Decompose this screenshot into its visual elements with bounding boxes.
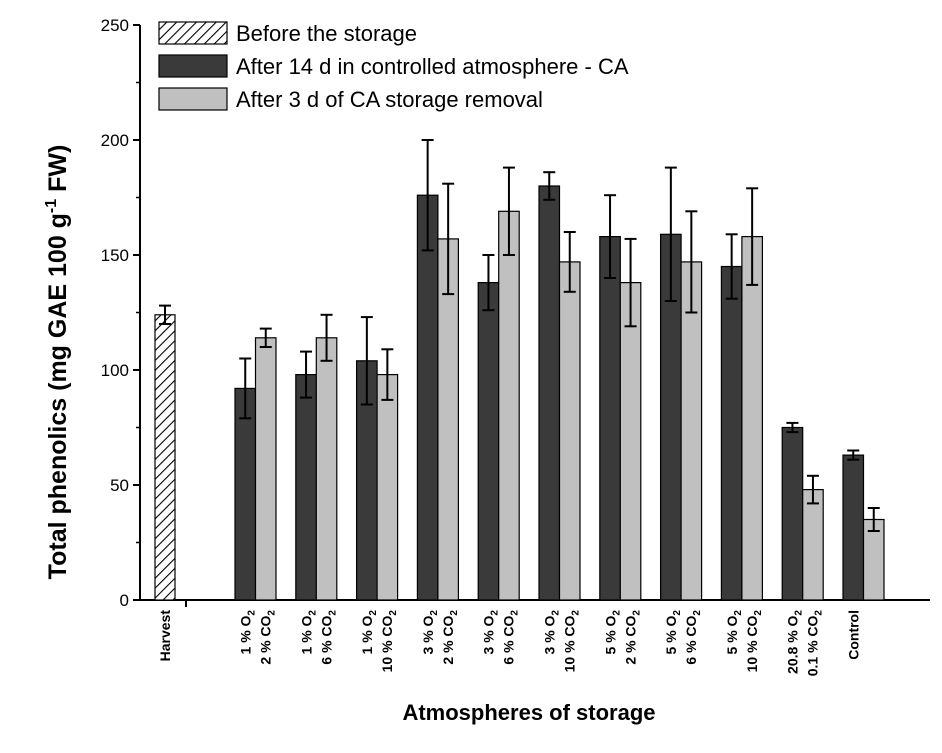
error-bar: [543, 171, 556, 201]
bar: [802, 489, 824, 601]
x-tick-label: 10 % CO2: [744, 610, 764, 673]
y-axis-title: Total phenolics (mg GAE 100 g-1 FW): [43, 145, 72, 580]
x-tick-label: 6 % CO2: [318, 610, 338, 665]
bar: [558, 261, 581, 601]
y-tick-label: 0: [120, 591, 129, 610]
x-tick-label: 2 % CO2: [622, 610, 642, 665]
error-bar: [867, 507, 880, 532]
error-bars: [159, 139, 880, 532]
bar: [842, 454, 865, 601]
x-tick-label: 5 % O2: [663, 610, 683, 655]
bar: [599, 236, 621, 601]
legend-label-before-storage: Before the storage: [236, 21, 417, 46]
error-bar: [259, 327, 272, 348]
error-bar: [604, 194, 617, 279]
x-tick-label-harvest: Harvest: [157, 610, 173, 662]
error-bar: [624, 237, 637, 328]
x-tick-label: 1 % O2: [359, 610, 379, 655]
x-tick-label: 1 % O2: [298, 610, 318, 655]
x-tick-label: 5 % O2: [602, 610, 622, 655]
error-bar: [300, 350, 313, 399]
y-tick-label: 150: [101, 246, 129, 265]
error-bar: [847, 449, 860, 461]
x-tick-label: 1 % O2: [238, 610, 258, 655]
error-bar: [664, 166, 677, 302]
x-axis-title: Atmospheres of storage: [402, 700, 655, 725]
bar: [498, 210, 520, 601]
bar: [720, 265, 743, 601]
error-bar: [381, 348, 394, 401]
x-tick-label: 5 % O2: [724, 610, 744, 655]
error-bar: [482, 254, 495, 312]
x-tick-label: 3 % O2: [542, 610, 562, 655]
error-bar: [320, 313, 333, 362]
y-tick-label: 50: [110, 476, 129, 495]
x-tick-label: 10 % CO2: [562, 610, 582, 673]
y-axis-ticks: 0 50 100 150 200 250: [101, 16, 140, 610]
x-tick-label: 6 % CO2: [501, 610, 521, 665]
x-tick-label: 3 % O2: [481, 610, 501, 655]
error-bar: [746, 187, 759, 286]
error-bar-harvest: [159, 304, 171, 325]
bar: [416, 194, 439, 601]
bar: [781, 426, 804, 601]
error-bar: [360, 316, 373, 406]
x-tick-label: 2 % CO2: [258, 610, 278, 665]
bar-harvest: [154, 314, 176, 601]
bar: [477, 282, 500, 601]
error-bar: [806, 474, 819, 505]
x-tick-label: 10 % CO2: [379, 610, 399, 673]
y-tick-label: 200: [101, 131, 129, 150]
bars: [154, 185, 885, 601]
x-tick-label: 2 % CO2: [440, 610, 460, 665]
bar: [619, 282, 642, 601]
bar: [295, 374, 317, 601]
bar: [315, 337, 338, 601]
error-bar: [442, 182, 455, 296]
bar: [538, 185, 561, 601]
x-tick-label: 20.8 % O2: [785, 610, 805, 674]
legend-swatch-ca: [158, 54, 228, 78]
error-bar: [786, 421, 799, 434]
legend-swatch-removal: [158, 87, 228, 111]
error-bar: [685, 210, 698, 314]
error-bar: [502, 166, 515, 256]
legend-swatch-before-storage: [158, 21, 228, 45]
bar: [376, 374, 399, 601]
y-tick-label: 100: [101, 361, 129, 380]
error-bar: [421, 139, 434, 252]
legend: Before the storage After 14 d in control…: [158, 21, 629, 112]
bar: [234, 387, 257, 601]
legend-label-ca: After 14 d in controlled atmosphere - CA: [236, 54, 629, 79]
x-tick-label: Control: [846, 610, 862, 660]
bar: [741, 236, 764, 601]
x-tick-label: 6 % CO2: [683, 610, 703, 665]
bar: [254, 337, 277, 601]
error-bar: [239, 357, 252, 420]
x-tick-label: 3 % O2: [420, 610, 440, 655]
error-bar: [725, 233, 738, 300]
legend-label-removal: After 3 d of CA storage removal: [236, 87, 543, 112]
error-bar: [563, 231, 576, 293]
x-tick-label: 0.1 % CO2: [805, 610, 825, 677]
y-tick-label: 250: [101, 16, 129, 35]
